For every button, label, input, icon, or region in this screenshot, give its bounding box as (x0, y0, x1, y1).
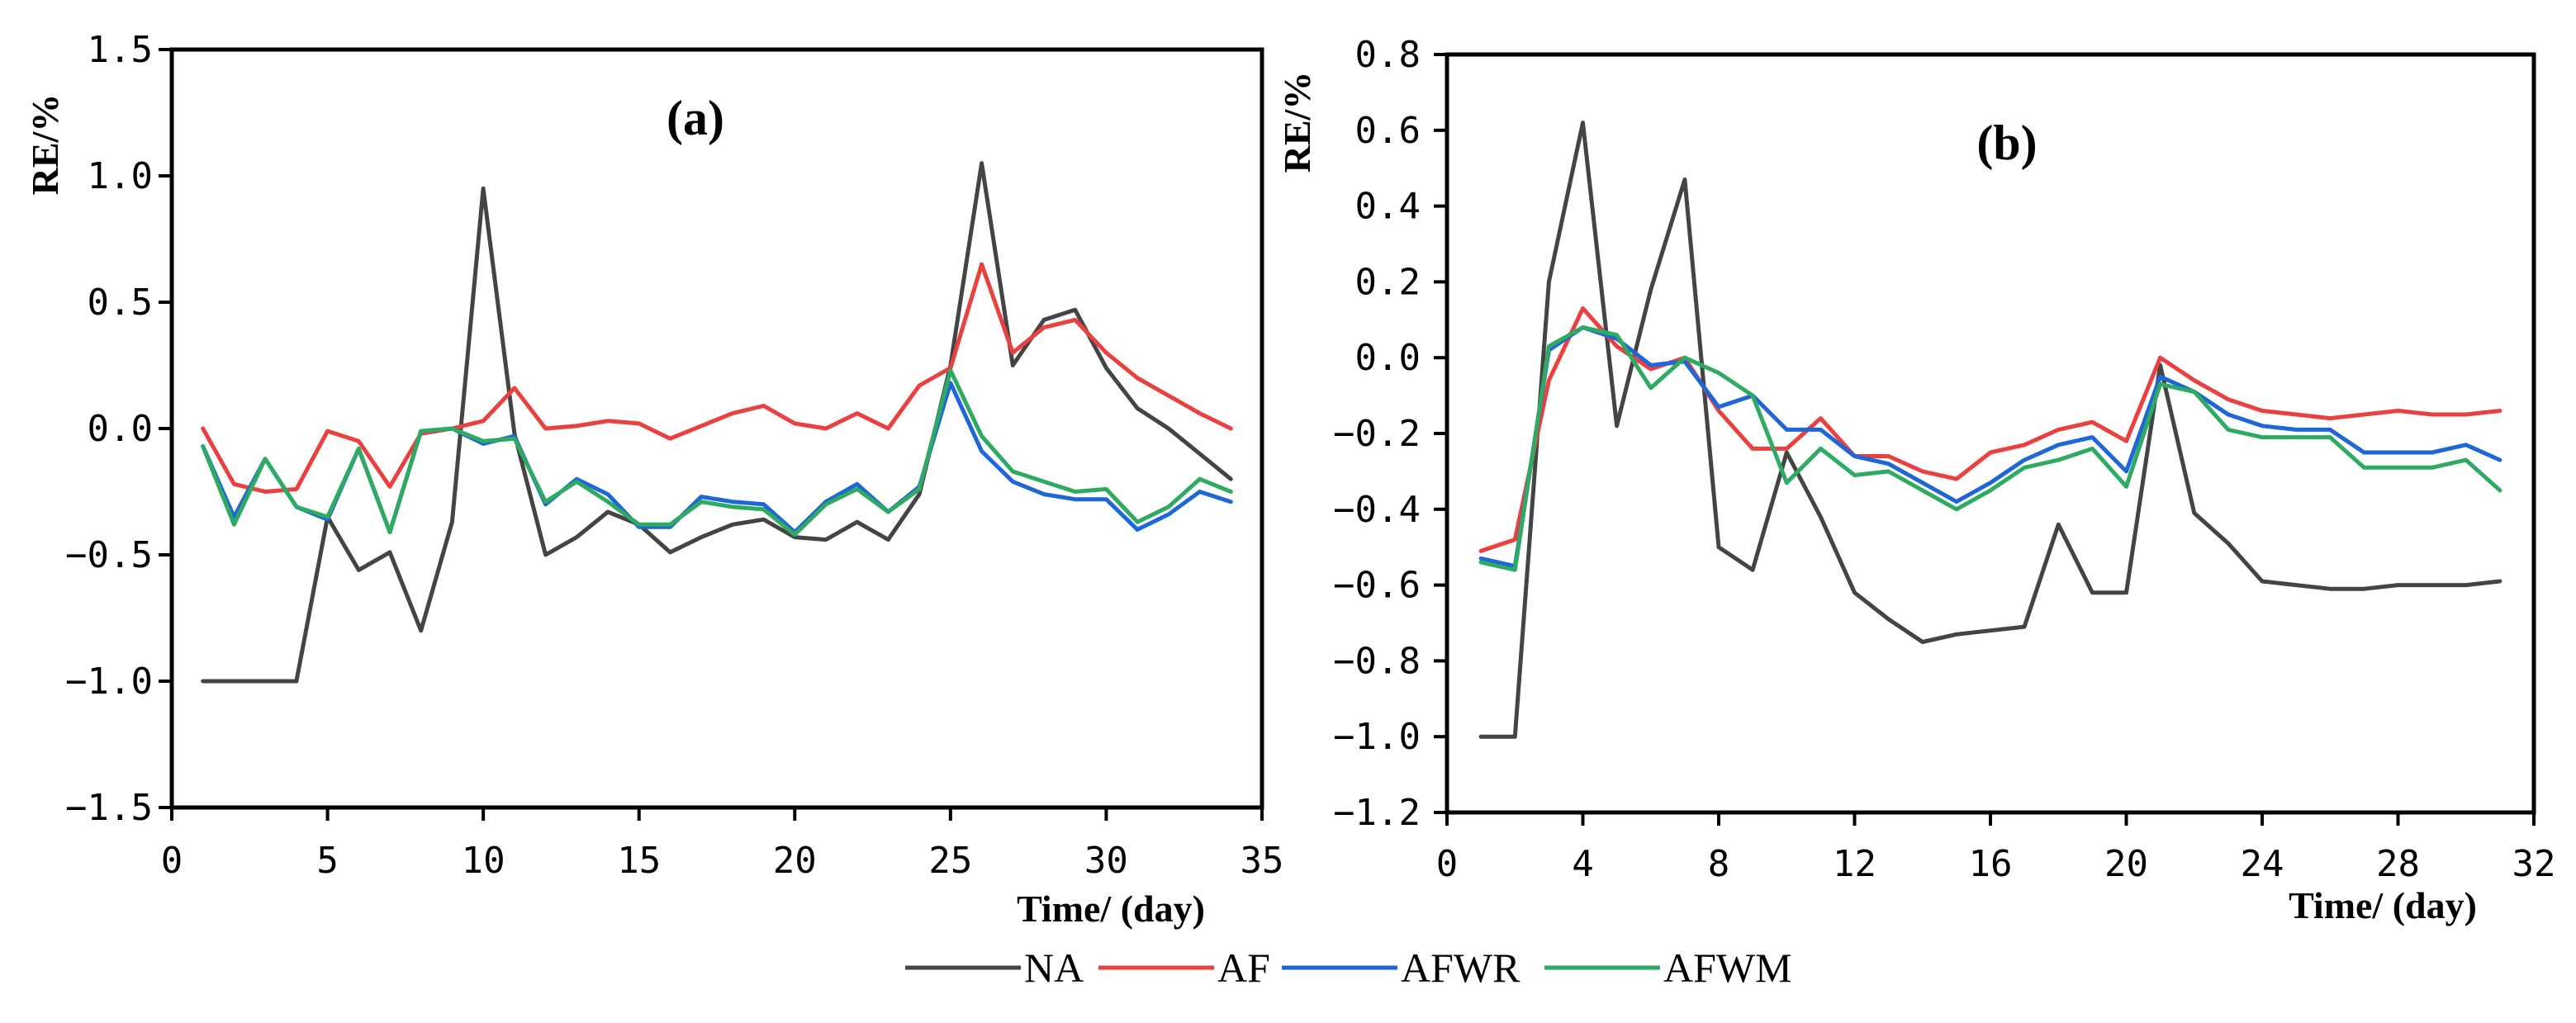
x-tick-label: 16 (1969, 843, 2013, 885)
panel-b: −1.2 −1.0 −0.8 −0.6 −0.4 −0.2 0.0 0.2 0.4 0.6 0.8 0… (1276, 34, 2555, 926)
x-tick-label: 35 (1241, 840, 1284, 882)
x-tick-label: 10 (462, 840, 505, 882)
series-line-afwr-a (201, 381, 1233, 534)
x-tick-label: 4 (1572, 843, 1594, 885)
y-tick-label: −1.2 (1333, 792, 1421, 834)
y-tick-label: 1.0 (88, 155, 153, 197)
x-tick-label: 25 (928, 840, 972, 882)
x-tick-label: 32 (2512, 843, 2556, 885)
y-tick-label: −1.5 (65, 787, 153, 829)
x-tick-label: 5 (316, 840, 339, 882)
y-tick-label: −0.6 (1333, 565, 1421, 607)
x-tick-label: 15 (617, 840, 661, 882)
x-tick-label: 20 (2104, 843, 2148, 885)
y-tick-label: 0.4 (1355, 186, 1421, 228)
series-line-af-b (1478, 306, 2502, 553)
panel-title-b: (b) (1976, 116, 2037, 170)
x-axis-label-a: Time/ (day) (1017, 888, 1205, 930)
series-line-afwm-a (201, 368, 1233, 537)
x-axis-label-b: Time/ (day) (2289, 884, 2477, 926)
series-line-na-b (1478, 121, 2502, 739)
y-axis-label-a: RE/% (24, 94, 66, 196)
y-tick-label: 0.0 (88, 408, 153, 450)
y-tick-label: 0.6 (1355, 110, 1421, 152)
legend-label-af: AF (1217, 945, 1270, 991)
series-line-na-a (201, 161, 1233, 684)
y-tick-label: 0.2 (1355, 261, 1421, 303)
y-tick-label: −0.5 (65, 534, 153, 576)
x-tick-label: 8 (1708, 843, 1730, 885)
legend-label-na: NA (1024, 945, 1084, 991)
x-tick-label: 0 (1436, 843, 1459, 885)
y-tick-label: 0.8 (1355, 34, 1421, 76)
x-tick-label: 30 (1084, 840, 1128, 882)
x-tick-label: 0 (161, 840, 183, 882)
y-tick-label: −0.8 (1333, 640, 1421, 682)
y-axis-label-b: RE/% (1276, 72, 1318, 173)
y-tick-label: 1.5 (88, 29, 153, 71)
y-tick-label: −0.4 (1333, 489, 1421, 531)
y-tick-label: −1.0 (65, 661, 153, 703)
x-tick-label: 20 (773, 840, 817, 882)
y-tick-label: −0.2 (1333, 413, 1421, 455)
legend-label-afwr: AFWR (1401, 945, 1520, 991)
series-line-afwr-b (1478, 325, 2502, 569)
y-tick-label: 0.0 (1355, 337, 1421, 379)
series-line-afwm-b (1478, 325, 2502, 572)
y-tick-label: −1.0 (1333, 716, 1421, 758)
panel-title-a: (a) (667, 91, 724, 145)
y-tick-label: 0.5 (88, 282, 153, 324)
series-line-af-a (201, 262, 1233, 494)
panel-a: −1.5 −1.0 −0.5 0.0 0.5 1.0 1.5 0 5 10 15 20 25 30 35 (a… (24, 29, 1283, 930)
x-tick-label: 24 (2241, 843, 2284, 885)
x-tick-label: 28 (2376, 843, 2420, 885)
plot-frame-a (169, 47, 1264, 810)
legend: NA AF AFWR AFWM (905, 945, 1792, 991)
x-tick-label: 12 (1833, 843, 1876, 885)
legend-label-afwm: AFWM (1663, 945, 1792, 991)
